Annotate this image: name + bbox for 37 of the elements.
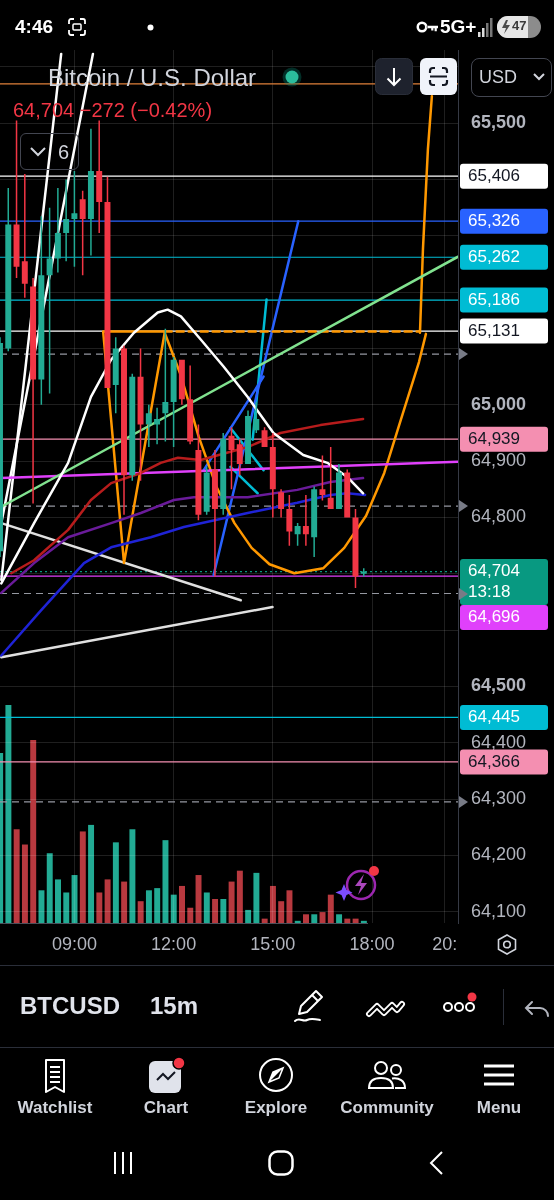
ref-line-label: 64,704 bbox=[468, 561, 520, 581]
annotation: 6 bbox=[58, 141, 70, 164]
text: BTCUSD bbox=[20, 992, 120, 1020]
ref-line-label: 64,939 bbox=[468, 428, 520, 448]
text: USD bbox=[479, 67, 518, 88]
ref-line-label: 64,445 bbox=[468, 707, 520, 727]
y-tick-label: 64,800 bbox=[471, 506, 527, 527]
y-tick-label: 65,000 bbox=[471, 393, 527, 414]
text: Explore bbox=[244, 1098, 308, 1118]
text: 5G+ bbox=[440, 16, 477, 38]
x-tick-label: 15:00 bbox=[250, 933, 296, 954]
y-tick-label: 64,900 bbox=[471, 450, 527, 471]
y-tick-label: 64,500 bbox=[471, 675, 527, 696]
ref-line-label: 64,696 bbox=[468, 607, 520, 627]
ref-line-label: 65,406 bbox=[468, 165, 520, 185]
ref-line-label: 65,262 bbox=[468, 246, 520, 266]
x-tick-label: 20: bbox=[432, 933, 458, 954]
text: 15m bbox=[150, 992, 199, 1020]
text: 13:18 bbox=[468, 582, 511, 602]
text: Chart bbox=[143, 1098, 189, 1118]
text: Menu bbox=[476, 1098, 522, 1118]
y-tick-label: 64,300 bbox=[471, 788, 527, 809]
x-tick-label: 12:00 bbox=[151, 933, 197, 954]
text: Community bbox=[340, 1098, 434, 1118]
y-tick-label: 64,200 bbox=[471, 844, 527, 865]
ref-line-label: 64,366 bbox=[468, 751, 520, 771]
y-tick-label: 64,100 bbox=[471, 900, 527, 921]
y-tick-label: 64,400 bbox=[471, 731, 527, 752]
x-tick-label: 09:00 bbox=[51, 933, 97, 954]
x-tick-label: 18:00 bbox=[349, 933, 395, 954]
text: 47 bbox=[512, 18, 527, 34]
ref-line-label: 65,186 bbox=[468, 289, 520, 309]
text: Watchlist bbox=[17, 1098, 93, 1118]
text: 4:46 bbox=[15, 16, 54, 38]
y-tick-label: 65,500 bbox=[471, 112, 527, 133]
ref-line-label: 65,131 bbox=[468, 320, 520, 340]
ref-line-label: 65,326 bbox=[468, 210, 520, 230]
